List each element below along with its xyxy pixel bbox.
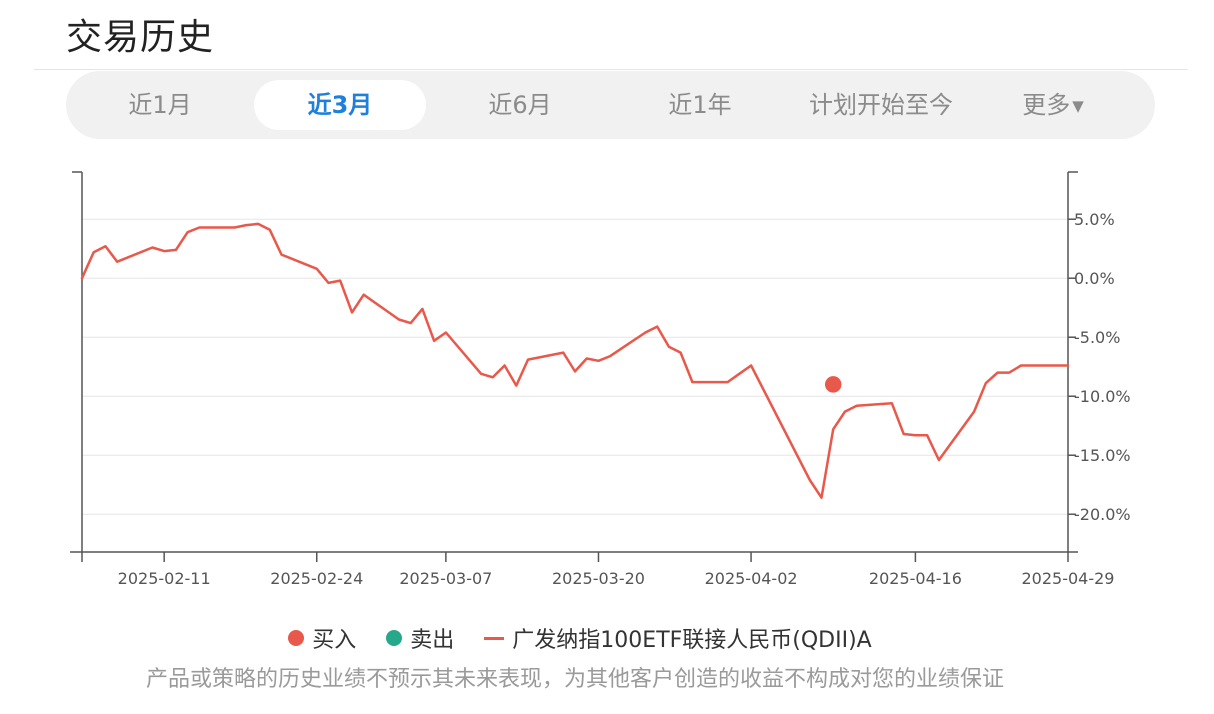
x-tick-label: 2025-03-07 [399,569,492,588]
x-tick-label: 2025-04-16 [869,569,962,588]
tab-label: 近3月 [307,91,373,119]
tab-label: 近6月 [488,91,552,119]
legend-buy[interactable]: 买入 [288,622,356,654]
x-tick-label: 2025-03-20 [552,569,645,588]
legend-buy-label: 买入 [312,628,357,653]
header-divider [34,69,1188,70]
sell-marker-icon [386,630,403,646]
return-chart: 5.0% 0.0% -5.0% -10.0% -15.0% -20.0% 2025-02-1… [70,171,1131,588]
y-tick-label: 0.0% [1074,269,1115,288]
legend-sell-label: 卖出 [410,628,455,653]
disclaimer: 产品或策略的历史业绩不预示其未来表现，为其他客户创造的收益不构成对您的业绩保证 [145,667,1004,692]
tab-label: 更多 [1022,91,1071,119]
chart-legend: 买入 卖出 广发纳指100ETF联接人民币(QDII)A [0,622,1160,654]
tab-1-year[interactable]: 近1年 [620,80,780,130]
legend-sell[interactable]: 卖出 [386,622,454,654]
y-tick-label: -15.0% [1074,446,1131,465]
tab-label: 近1月 [128,91,192,119]
tab-since-plan-start[interactable]: 计划开始至今 [788,80,974,130]
tab-3-months[interactable]: 近3月 [254,80,426,130]
page-title: 交易历史 [66,17,215,58]
legend-fund[interactable]: 广发纳指100ETF联接人民币(QDII)A [484,622,872,654]
legend-fund-label: 广发纳指100ETF联接人民币(QDII)A [512,628,872,653]
period-tabs: 近1月 近3月 近6月 近1年 计划开始至今 更多 ▼ [66,71,1155,139]
tab-1-month[interactable]: 近1月 [80,80,240,130]
x-tick-label: 2025-02-24 [270,569,363,588]
y-tick-label: -10.0% [1074,387,1131,406]
tab-6-months[interactable]: 近6月 [440,80,600,130]
series-line [80,222,1070,499]
tab-label: 近1年 [668,91,732,119]
line-series-icon [484,636,505,640]
tab-label: 计划开始至今 [809,91,953,119]
x-tick-label: 2025-04-02 [705,569,798,588]
x-tick-label: 2025-02-11 [118,569,211,588]
y-tick-label: -20.0% [1074,505,1131,524]
y-tick-label: 5.0% [1074,210,1115,229]
tab-more[interactable]: 更多 ▼ [1008,80,1098,130]
caret-down-icon: ▼ [1072,97,1084,115]
buy-marker-icon [288,630,305,646]
x-tick-label: 2025-04-29 [1022,569,1115,588]
buy-marker [823,374,843,395]
y-tick-label: -5.0% [1074,328,1120,347]
